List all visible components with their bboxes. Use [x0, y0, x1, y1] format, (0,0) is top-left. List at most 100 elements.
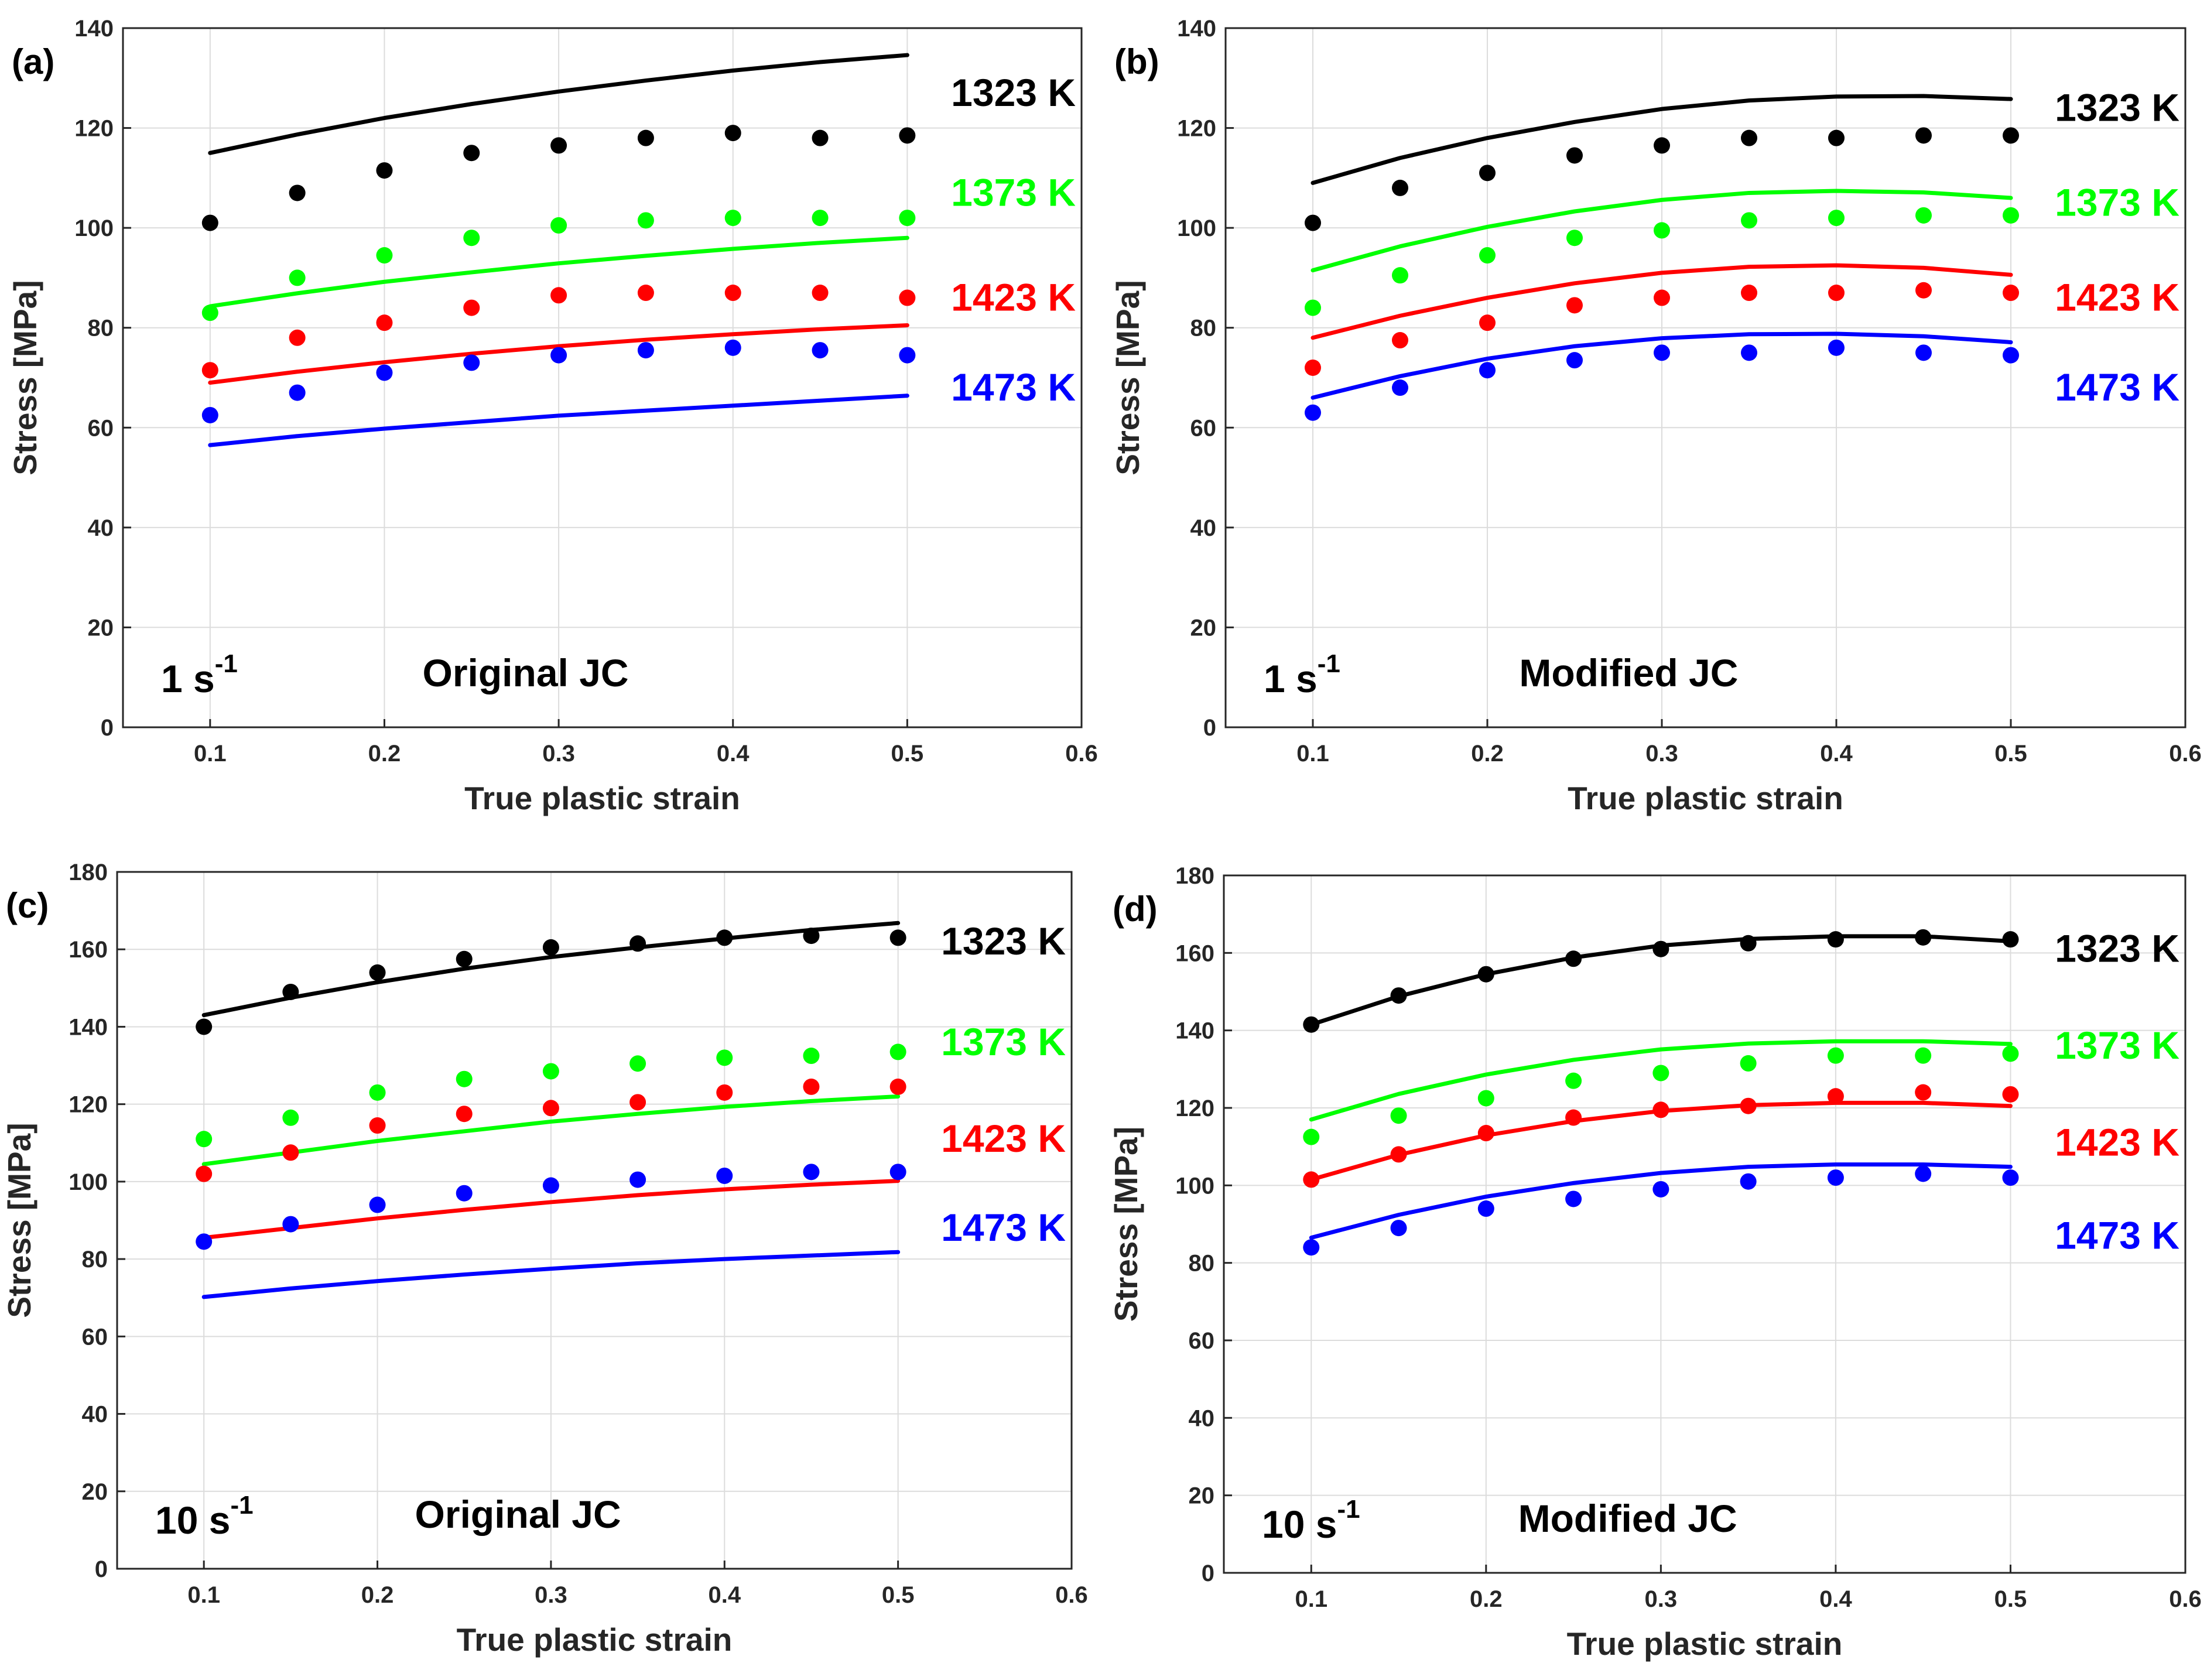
- x-tick-label: 0.1: [194, 741, 227, 767]
- x-tick-label: 0.4: [1820, 741, 1853, 767]
- data-point-1323-k: [376, 162, 393, 179]
- data-point-1373-k: [2002, 1045, 2019, 1062]
- x-tick-label: 0.4: [1819, 1586, 1852, 1612]
- data-point-1473-k: [1305, 404, 1321, 421]
- data-point-1423-k: [2003, 285, 2019, 302]
- data-point-1373-k: [1390, 1107, 1407, 1124]
- data-point-1373-k: [1479, 247, 1496, 264]
- data-point-1423-k: [1392, 332, 1408, 349]
- data-point-1473-k: [629, 1171, 646, 1188]
- model-curve-1423-k: [1310, 263, 2013, 340]
- data-point-1423-k: [369, 1117, 386, 1134]
- data-point-1323-k: [1305, 214, 1321, 231]
- data-point-1323-k: [1565, 950, 1582, 967]
- model-name-label: Original JC: [423, 651, 629, 694]
- model-curve-1323-k: [208, 53, 909, 155]
- model-curve-1323-k: [1310, 94, 2013, 185]
- data-point-1373-k: [1915, 207, 1932, 224]
- strain-rate-exponent: -1: [1318, 649, 1340, 678]
- temperature-label-1373-k: 1373 K: [2055, 181, 2179, 224]
- plot-area: [1226, 28, 2185, 727]
- data-point-1473-k: [1390, 1220, 1407, 1237]
- x-tick-label: 0.5: [1994, 1586, 2027, 1612]
- data-point-1423-k: [1828, 285, 1845, 302]
- data-point-1373-k: [889, 1043, 906, 1060]
- data-point-1473-k: [1479, 362, 1496, 379]
- y-tick-label: 40: [1189, 1405, 1215, 1431]
- data-point-1423-k: [2002, 1086, 2019, 1103]
- data-point-1473-k: [1828, 339, 1845, 356]
- data-point-1373-k: [2003, 207, 2019, 224]
- data-point-1473-k: [463, 354, 480, 371]
- data-point-1423-k: [1303, 1171, 1320, 1188]
- x-tick-label: 0.3: [1645, 1586, 1678, 1612]
- y-tick-label: 120: [1175, 1096, 1214, 1121]
- y-tick-label: 40: [82, 1402, 108, 1428]
- temperature-label-1373-k: 1373 K: [941, 1020, 1066, 1063]
- data-point-1473-k: [369, 1196, 386, 1213]
- data-point-1373-k: [629, 1055, 646, 1072]
- y-tick-label: 60: [88, 415, 114, 441]
- data-point-1373-k: [1915, 1047, 1932, 1064]
- plot-area: [117, 872, 1072, 1569]
- data-point-1423-k: [812, 285, 829, 302]
- y-tick-label: 160: [69, 937, 108, 963]
- y-tick-label: 0: [1203, 715, 1216, 741]
- x-tick-label: 0.1: [187, 1582, 220, 1608]
- x-tick-label: 0.2: [1470, 1586, 1503, 1612]
- x-tick-label: 0.6: [1055, 1582, 1088, 1608]
- data-point-1473-k: [1741, 344, 1757, 361]
- axes-frame: [1224, 27, 2187, 728]
- data-point-1323-k: [289, 184, 306, 201]
- y-tick-label: 20: [82, 1479, 108, 1505]
- data-point-1473-k: [716, 1167, 733, 1184]
- data-point-1373-k: [1828, 210, 1845, 227]
- data-point-1473-k: [1566, 352, 1583, 369]
- model-curve-1473-k: [1309, 1162, 2013, 1240]
- y-tick-label: 0: [1202, 1561, 1214, 1586]
- data-point-1473-k: [201, 406, 218, 423]
- axes-frame: [116, 871, 1073, 1570]
- y-tick-label: 100: [1177, 215, 1216, 241]
- data-point-1373-k: [1566, 230, 1583, 247]
- axes-frame: [122, 27, 1083, 728]
- data-point-1423-k: [1654, 289, 1670, 306]
- data-point-1323-k: [1827, 931, 1844, 948]
- y-tick-label: 100: [1175, 1173, 1214, 1199]
- temperature-label-1323-k: 1323 K: [951, 71, 1076, 114]
- panel-d: 0.1 0.2 0.3 0.4 0.5 0.6 0 20 40 60 80 100 120 140 160 1…: [1108, 863, 2202, 1662]
- x-tick-label: 0.4: [717, 741, 750, 767]
- temperature-label-1473-k: 1473 K: [941, 1206, 1066, 1249]
- model-curve-1373-k: [1309, 1039, 2013, 1122]
- data-point-1473-k: [812, 342, 829, 359]
- y-tick-label: 80: [1189, 1251, 1215, 1277]
- data-point-1373-k: [376, 247, 393, 264]
- data-point-1323-k: [812, 129, 829, 146]
- strain-rate-exponent: -1: [230, 1491, 253, 1520]
- data-point-1373-k: [724, 210, 741, 227]
- data-point-1473-k: [899, 347, 916, 364]
- y-tick-label: 100: [74, 215, 114, 241]
- data-point-1323-k: [1477, 966, 1494, 983]
- data-point-1473-k: [1303, 1239, 1320, 1256]
- model-curve-1473-k: [1310, 331, 2013, 400]
- model-curve-1323-k: [201, 921, 901, 1018]
- panel-letter: (a): [12, 42, 54, 81]
- x-tick-label: 0.5: [882, 1582, 915, 1608]
- data-point-1423-k: [724, 285, 741, 302]
- panel-letter: (d): [1113, 889, 1158, 929]
- y-tick-label: 60: [1189, 1328, 1215, 1354]
- data-point-1373-k: [542, 1063, 559, 1080]
- x-tick-label: 0.6: [2169, 741, 2202, 767]
- data-point-1323-k: [1390, 987, 1407, 1004]
- data-point-1423-k: [282, 1144, 299, 1161]
- data-point-1373-k: [1565, 1072, 1582, 1089]
- data-point-1323-k: [2003, 127, 2019, 144]
- model-curve-1423-k: [201, 1179, 901, 1240]
- data-point-1473-k: [1652, 1181, 1669, 1197]
- panel-b: 0.1 0.2 0.3 0.4 0.5 0.6 0 20 40 60 80 100 120 140 True…: [1110, 16, 2202, 816]
- data-point-1423-k: [1479, 314, 1496, 331]
- data-point-1323-k: [201, 214, 218, 231]
